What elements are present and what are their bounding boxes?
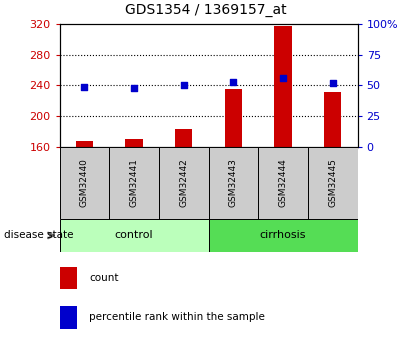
Text: GSM32440: GSM32440 — [80, 158, 89, 207]
Bar — [208, 219, 358, 252]
Point — [81, 84, 88, 90]
Text: count: count — [90, 273, 119, 283]
Text: GSM32444: GSM32444 — [279, 158, 288, 207]
Bar — [60, 147, 109, 219]
Text: GDS1354 / 1369157_at: GDS1354 / 1369157_at — [125, 3, 286, 18]
Bar — [109, 147, 159, 219]
Text: percentile rank within the sample: percentile rank within the sample — [90, 313, 265, 323]
Text: GSM32443: GSM32443 — [229, 158, 238, 207]
Text: GSM32445: GSM32445 — [328, 158, 337, 207]
Bar — [60, 306, 77, 328]
Point — [330, 80, 336, 86]
Point — [131, 85, 137, 90]
Bar — [275, 26, 292, 147]
Point — [280, 75, 286, 80]
Bar — [308, 147, 358, 219]
Bar — [60, 267, 77, 289]
Point — [230, 79, 237, 84]
Text: cirrhosis: cirrhosis — [260, 230, 306, 240]
Text: GSM32442: GSM32442 — [179, 158, 188, 207]
Bar — [125, 139, 143, 147]
Bar — [225, 89, 242, 147]
Text: GSM32441: GSM32441 — [129, 158, 139, 207]
Bar — [175, 129, 192, 147]
Bar — [208, 147, 258, 219]
Bar — [258, 147, 308, 219]
Point — [180, 82, 187, 88]
Bar — [159, 147, 208, 219]
Bar — [324, 91, 342, 147]
Text: control: control — [115, 230, 153, 240]
Bar — [76, 140, 93, 147]
Text: disease state: disease state — [4, 230, 74, 240]
Bar — [60, 219, 209, 252]
